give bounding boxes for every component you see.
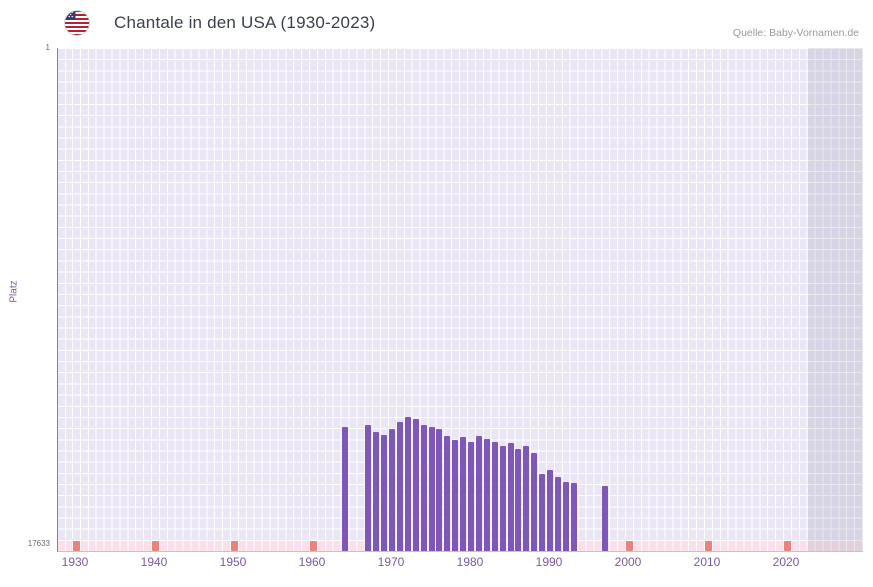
bar-1993 [570, 483, 577, 551]
x-tick-1940: 1940 [140, 555, 168, 569]
bar-1980 [468, 442, 474, 551]
bar-1973 [412, 419, 419, 551]
x-tick-1930: 1930 [61, 555, 89, 569]
bar-1969 [381, 435, 388, 551]
x-tick-1990: 1990 [535, 555, 563, 569]
x-tick-2000: 2000 [614, 555, 642, 569]
bar-1983 [491, 442, 498, 551]
us-flag-icon [64, 10, 90, 36]
unranked-mark-2000 [625, 541, 633, 551]
bar-1988 [531, 453, 538, 551]
x-tick-1950: 1950 [219, 555, 247, 569]
unranked-mark-2020 [783, 541, 791, 551]
bar-1970 [389, 429, 395, 551]
bars-layer [58, 48, 863, 551]
y-axis-title: Platz [8, 280, 20, 303]
x-tick-2010: 2010 [693, 555, 721, 569]
bar-1968 [373, 432, 380, 551]
bar-1982 [483, 439, 490, 551]
chart-header: Chantale in den USA (1930-2023) [64, 8, 375, 38]
bar-1976 [436, 429, 443, 551]
bar-1985 [507, 443, 514, 551]
bar-1978 [452, 440, 459, 551]
bar-1974 [420, 425, 427, 551]
x-tick-1960: 1960 [298, 555, 326, 569]
plot-area [57, 48, 863, 552]
bar-1964 [341, 427, 348, 551]
bar-1975 [428, 427, 435, 551]
bar-1967 [365, 425, 372, 551]
y-tick-worst: 17633 [27, 539, 50, 548]
unranked-mark-1940 [151, 541, 159, 551]
unranked-mark-1950 [230, 541, 238, 551]
unranked-mark-1930 [72, 541, 80, 551]
bar-1972 [404, 417, 411, 551]
bar-1971 [396, 422, 403, 551]
bar-1997 [602, 486, 609, 551]
bar-1987 [523, 446, 530, 551]
bar-1990 [547, 470, 553, 551]
x-tick-1980: 1980 [456, 555, 484, 569]
bar-1977 [444, 436, 451, 551]
bar-1992 [562, 482, 569, 551]
chart-title: Chantale in den USA (1930-2023) [114, 13, 376, 32]
bar-1979 [460, 437, 467, 551]
unranked-marks-layer [58, 48, 863, 551]
source-attribution: Quelle: Baby-Vornamen.de [732, 27, 859, 39]
y-tick-best: 1 [45, 43, 50, 52]
unranked-mark-2010 [704, 541, 712, 551]
bar-1989 [539, 474, 546, 551]
unranked-mark-1960 [309, 541, 317, 551]
x-tick-2020: 2020 [772, 555, 800, 569]
x-axis: 1930 1940 1950 1960 1970 1980 1990 2000 2010 2020 [57, 555, 862, 571]
bar-1986 [515, 449, 522, 551]
bar-1981 [475, 436, 482, 551]
future-band [807, 48, 863, 551]
bar-1991 [554, 477, 561, 551]
bar-1984 [499, 446, 506, 551]
x-tick-1970: 1970 [377, 555, 405, 569]
